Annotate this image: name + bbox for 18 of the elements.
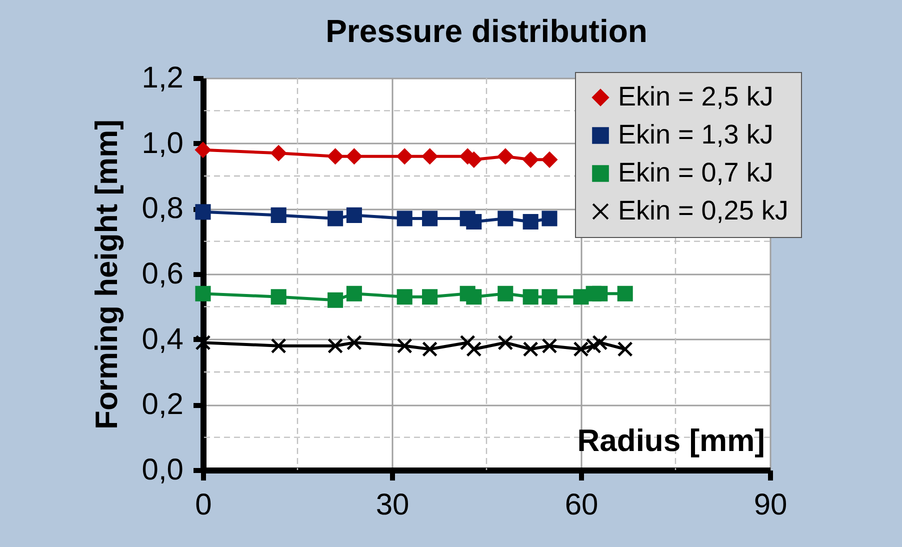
x-axis-title: Radius [mm] — [577, 423, 765, 458]
legend-label: Ekin = 2,5 kJ — [618, 82, 774, 112]
y-tick-label: 0,2 — [142, 388, 184, 422]
y-tick-label: 1,0 — [142, 126, 184, 160]
x-tick-label: 30 — [376, 488, 410, 522]
legend-label: Ekin = 0,25 kJ — [618, 196, 788, 226]
x-tick-label: 60 — [564, 488, 598, 522]
y-tick-label: 0,0 — [142, 454, 184, 486]
y-tick-label: 0,6 — [142, 258, 184, 290]
y-tick-label: 0,4 — [142, 322, 184, 356]
y-tick-label: 0,8 — [142, 192, 184, 226]
x-tick-label: 90 — [754, 488, 788, 522]
legend-label: Ekin = 0,7 kJ — [618, 158, 774, 188]
y-axis-title: Forming height [mm] — [88, 120, 124, 430]
chart-title: Pressure distribution — [326, 13, 648, 49]
legend-label: Ekin = 1,3 kJ — [618, 120, 774, 150]
x-tick-label: 0 — [195, 488, 212, 522]
y-tick-label: 1,2 — [142, 62, 184, 94]
